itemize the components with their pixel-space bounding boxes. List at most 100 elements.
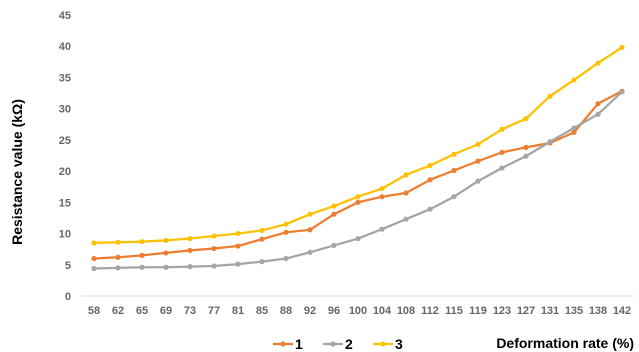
legend-marker <box>330 341 336 347</box>
series-2 <box>91 89 625 272</box>
data-point <box>499 165 505 171</box>
data-point <box>331 242 337 249</box>
x-tick-label: 96 <box>328 305 340 317</box>
x-tick-label: 135 <box>565 305 583 317</box>
data-point <box>379 194 385 200</box>
x-axis-title: Deformation rate (%) <box>496 335 634 351</box>
data-point <box>595 60 601 66</box>
y-tick-label: 5 <box>65 260 71 272</box>
data-point <box>547 139 553 145</box>
x-tick-label: 115 <box>445 305 463 317</box>
data-point <box>475 141 481 147</box>
x-tick-label: 77 <box>208 305 220 317</box>
data-point <box>259 227 265 234</box>
data-point <box>427 206 433 212</box>
x-tick-label: 123 <box>493 305 511 317</box>
legend-item: 1 <box>273 336 303 352</box>
data-point <box>595 111 601 117</box>
legend: 1 2 3 <box>273 336 403 352</box>
data-point <box>475 158 481 164</box>
data-point <box>235 230 241 237</box>
data-point <box>499 126 505 132</box>
data-point <box>355 235 361 242</box>
data-point <box>211 263 217 269</box>
x-tick-label: 100 <box>349 305 367 317</box>
data-point <box>451 167 457 174</box>
y-tick-label: 40 <box>59 41 71 53</box>
legend-item: 3 <box>373 336 403 352</box>
x-tick-label: 112 <box>421 305 439 317</box>
data-point <box>547 93 553 99</box>
data-point <box>211 245 217 252</box>
x-tick-label: 58 <box>88 305 100 317</box>
data-point <box>403 172 409 178</box>
data-point <box>163 250 169 256</box>
x-tick-label: 73 <box>184 305 196 317</box>
data-point <box>307 227 313 233</box>
data-point <box>187 264 193 270</box>
x-tick-label: 142 <box>613 305 631 317</box>
data-point <box>235 261 241 267</box>
x-tick-label: 108 <box>397 305 415 317</box>
legend-marker <box>280 341 286 347</box>
x-tick-label: 131 <box>541 305 559 317</box>
y-tick-label: 0 <box>65 291 71 303</box>
data-point <box>307 211 313 217</box>
data-point <box>235 243 241 249</box>
series-group <box>91 44 625 272</box>
y-tick-label: 25 <box>59 135 71 147</box>
data-point <box>307 249 313 255</box>
legend-label: 3 <box>395 336 403 352</box>
x-tick-label: 88 <box>280 305 292 317</box>
data-point <box>523 153 529 159</box>
x-tick-label: 104 <box>373 305 392 317</box>
data-point <box>595 101 601 107</box>
data-point <box>499 149 505 155</box>
y-tick-label: 35 <box>59 72 71 84</box>
data-point <box>283 255 289 262</box>
data-point <box>427 177 433 183</box>
x-tick-label: 62 <box>112 305 124 317</box>
data-point <box>379 226 385 232</box>
data-point <box>403 216 409 222</box>
data-point <box>163 237 169 244</box>
data-point <box>187 235 193 242</box>
data-point <box>259 236 265 242</box>
x-tick-label: 81 <box>232 305 244 317</box>
y-axis-ticks: 0 5 10 15 20 25 30 35 40 45 <box>59 10 71 303</box>
legend-item: 2 <box>323 336 353 352</box>
data-point <box>91 240 97 246</box>
x-tick-label: 127 <box>517 305 535 317</box>
data-point <box>331 211 337 217</box>
data-point <box>523 116 529 122</box>
y-axis-title: Resistance value (kΩ) <box>9 99 25 245</box>
series-line <box>92 90 624 270</box>
data-point <box>571 77 577 83</box>
data-point <box>403 190 409 196</box>
data-point <box>571 129 577 135</box>
data-point <box>115 254 121 260</box>
x-tick-label: 138 <box>589 305 607 317</box>
data-point <box>379 185 385 192</box>
data-point <box>619 44 625 51</box>
data-point <box>259 259 265 265</box>
data-point <box>211 233 217 239</box>
x-axis-ticks: 58 62 65 69 73 77 81 85 88 92 96 100 104 108 112 115 119… <box>88 305 631 317</box>
y-tick-label: 20 <box>59 166 71 178</box>
x-tick-label: 69 <box>160 305 172 317</box>
x-tick-label: 85 <box>256 305 268 317</box>
data-point <box>523 144 529 150</box>
data-point <box>571 125 577 131</box>
y-tick-label: 30 <box>59 104 71 116</box>
data-point <box>115 239 121 245</box>
data-point <box>115 265 121 271</box>
y-tick-label: 15 <box>59 197 71 209</box>
series-1 <box>91 88 625 262</box>
data-point <box>187 247 193 254</box>
data-point <box>283 229 289 235</box>
data-point <box>355 199 361 205</box>
data-point <box>139 252 145 259</box>
legend-label: 2 <box>345 336 353 352</box>
data-point <box>427 162 433 169</box>
